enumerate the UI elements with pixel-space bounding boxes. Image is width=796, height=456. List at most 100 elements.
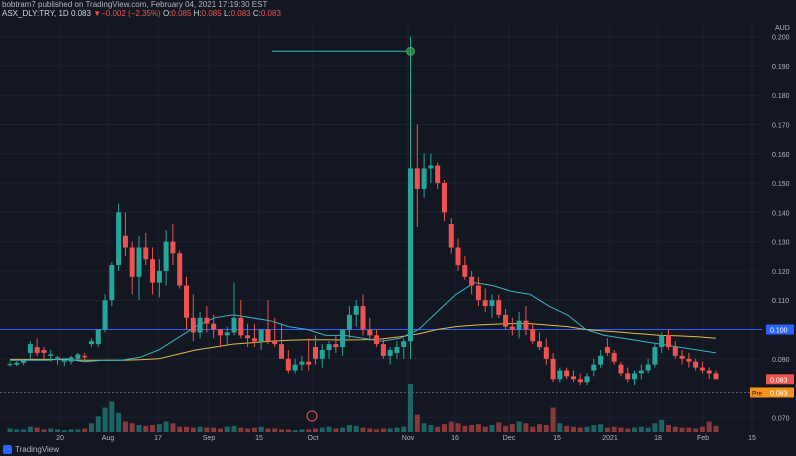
volume-bar [659,419,665,432]
volume-bar [503,425,509,432]
volume-bar [360,427,366,432]
volume-bar [557,423,563,432]
volume-bar [136,425,142,432]
x-tick-label: 15 [748,435,756,442]
ohlc-legend: ASX_DLY:TRY, 1D 0.083 ▼−0.002 (−2.35%) O… [2,9,281,18]
candle-body [129,247,135,277]
candle-body [312,347,318,359]
candle-body [625,373,631,380]
volume-bar [7,428,13,432]
candle-body [367,329,373,336]
y-tick-label: 0.070 [772,415,790,422]
volume-bar [462,425,468,432]
low-label: L: [223,9,231,18]
candle-body [428,165,434,169]
x-tick-label: Oct [308,435,319,442]
candle-body [496,300,502,315]
x-tick-label: 18 [654,435,662,442]
price-badge [766,374,794,385]
footer: TradingView [0,444,796,456]
volume-bar [537,424,542,432]
x-tick-label: Feb [697,435,709,442]
price-axis[interactable]: 0.200 0.190 0.180 0.170 0.160 0.150 0.140 0.130… [750,25,794,422]
volume-bar [14,429,20,432]
candle-body [340,329,346,348]
volume-bar [285,429,291,432]
y-tick-label: 0.160 [772,152,790,159]
candle-body [197,317,203,333]
volume-bar [326,426,332,432]
y-tick-label: 0.110 [772,298,789,305]
volume-bar [441,424,447,432]
y-tick-label: 0.180 [772,93,790,100]
volume-bar [475,424,481,432]
candlestick-chart[interactable]: 0.200 0.190 0.180 0.170 0.160 0.150 0.140 0.130… [0,0,796,444]
price-change: ▼−0.002 (−2.35%) [93,9,161,18]
volume-bar [61,430,67,432]
candle-body [88,341,94,345]
publish-info: bobtram7 published on TradingView.com, F… [2,0,268,9]
price-badge-label: 0.083 [770,377,788,384]
price-badge-label: 0.100 [770,328,788,335]
candle-body [204,317,210,324]
volume-bar [279,429,285,432]
volume-bar [401,426,407,432]
y-tick-label: 0.120 [772,269,790,276]
close-label: C: [252,9,261,18]
volume-bar [496,422,502,432]
volume-bar [333,428,339,432]
x-tick-label: 16 [451,435,459,442]
volume-bar [618,427,624,432]
volume-bar [102,407,108,432]
volume-bar [211,427,217,432]
volume-bar [48,428,54,432]
volume-bar [143,425,149,432]
volume-bar [299,429,305,432]
x-tick-label: 2021 [602,435,618,442]
y-tick-label: 0.090 [772,357,790,364]
volume-bar [591,425,597,432]
price-badge [766,387,794,398]
candle-body [475,285,481,301]
volume-bar [156,424,162,432]
volume-bar [34,427,40,432]
candle-body [82,355,88,358]
volume-bar [570,426,576,432]
volume-bar [543,425,549,432]
candle-body [604,347,610,353]
candle-body [184,285,189,318]
candle-body [306,361,312,365]
candle-body [279,344,285,359]
brand-label: TradingView [15,445,60,454]
candle-body [34,347,40,353]
volume-bar [713,425,719,432]
candle-body [7,364,13,366]
candle-body [163,241,169,271]
volume-bar [251,427,257,432]
volume-bar [68,429,74,432]
volume-bar [245,428,251,432]
time-axis[interactable]: 20 Aug 17 Sep 15 Oct Nov 16 Dec 15 2021 18 Feb 15 [56,435,756,442]
x-tick-label: 20 [56,435,64,442]
volume-bar [204,427,210,432]
ma-fast-line [10,282,717,363]
volume-bar [435,426,441,432]
candle-body [238,317,244,336]
candle-body [577,379,583,383]
candles [7,36,719,386]
candle-body [693,361,699,368]
candle-body [679,355,685,359]
candle-body [333,344,339,348]
volume-bar [292,430,298,432]
volume-bar [116,412,122,432]
volume-bar [469,425,475,432]
x-tick-label: Nov [402,435,415,442]
high-label: H: [193,9,202,18]
volume-bar [95,416,101,432]
volume-bar [306,429,312,432]
candle-body [570,376,576,380]
overlays [0,46,762,422]
volume-bar [82,428,88,432]
candle-body [482,300,488,307]
low-value: 0.083 [230,9,251,18]
